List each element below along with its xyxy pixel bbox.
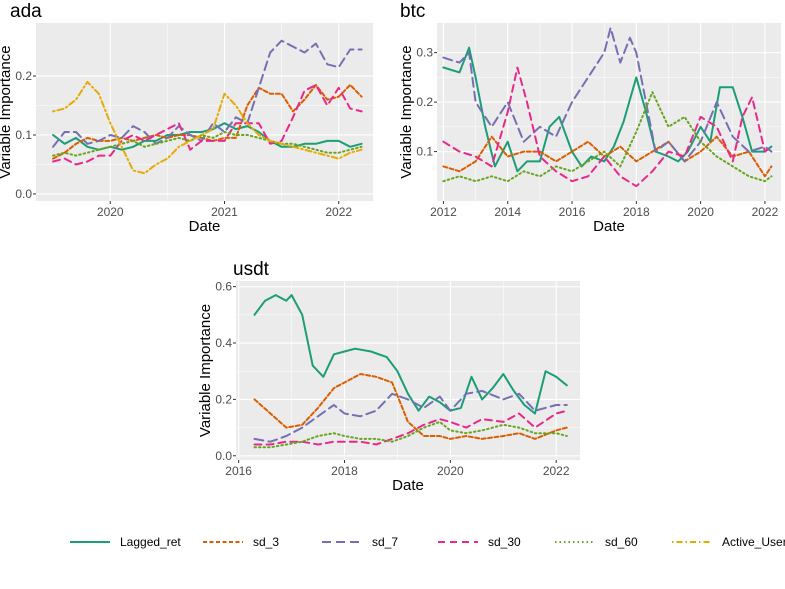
tick-label-x: 2020 bbox=[437, 464, 464, 478]
legend-item-sd-7: sd_7 bbox=[322, 535, 398, 549]
tick-label-x: 2022 bbox=[752, 205, 779, 219]
tick-label-x: 2018 bbox=[331, 464, 358, 478]
legend-item-sd-3: sd_3 bbox=[203, 535, 279, 549]
tick-label-x: 2022 bbox=[325, 205, 352, 219]
tick-label-y: 0.2 bbox=[416, 95, 433, 109]
tick-label-x: 2020 bbox=[687, 205, 714, 219]
tick-label-x: 2012 bbox=[430, 205, 457, 219]
legend-item-lagged-ret: Lagged_ret bbox=[70, 535, 181, 549]
y-axis-title: Variable Importance bbox=[398, 45, 415, 178]
legend-label: sd_60 bbox=[605, 535, 638, 549]
tick-label-y: 0.0 bbox=[15, 187, 32, 201]
series-line-sd-3 bbox=[52, 83, 363, 160]
plot-background bbox=[437, 23, 781, 201]
plot-background bbox=[36, 23, 373, 201]
legend-label: Active_Users bbox=[722, 535, 785, 549]
series-line-sd-60 bbox=[52, 131, 363, 157]
panel-usdt: usdt 2016 2018 2020 2022 0.0 0.2 0.4 0.6 Date Vari… bbox=[197, 259, 580, 494]
tick-label-x: 2016 bbox=[559, 205, 586, 219]
series-line-sd-3 bbox=[253, 373, 568, 440]
tick-label-y: 0.2 bbox=[15, 69, 32, 83]
series-line-active-users bbox=[52, 80, 363, 175]
y-axis-title: Variable Importance bbox=[197, 304, 214, 437]
panel-btc: btc 2012 2014 2016 2018 2020 2022 0.1 0.2 0.3 Date… bbox=[398, 1, 781, 235]
tick-label-x: 2016 bbox=[225, 464, 252, 478]
legend-item-sd-60: sd_60 bbox=[555, 535, 638, 549]
x-axis-title: Date bbox=[189, 218, 221, 235]
tick-label-y: 0.4 bbox=[215, 336, 232, 350]
tick-label-y: 0.2 bbox=[215, 392, 232, 406]
series-line-sd-7 bbox=[442, 26, 773, 163]
tick-label-x: 2014 bbox=[494, 205, 521, 219]
legend-label: sd_3 bbox=[253, 535, 279, 549]
legend-label: sd_7 bbox=[372, 535, 398, 549]
legend-label: sd_30 bbox=[488, 535, 521, 549]
tick-label-y: 0.1 bbox=[15, 128, 32, 142]
y-axis-title: Variable Importance bbox=[0, 45, 14, 178]
series-line-sd-30 bbox=[442, 66, 773, 188]
legend-item-active-users: Active_Users bbox=[672, 535, 785, 549]
tick-label-x: 2022 bbox=[543, 464, 570, 478]
x-axis-title: Date bbox=[392, 477, 424, 494]
x-axis-title: Date bbox=[593, 218, 625, 235]
series-line-sd-7 bbox=[253, 389, 568, 443]
panel-title: ada bbox=[10, 1, 42, 22]
panel-title: btc bbox=[400, 1, 425, 22]
panel-ada: ada 2020 2021 2022 0.0 0.1 0.2 Date Variable Imp… bbox=[0, 1, 373, 235]
legend-label: Lagged_ret bbox=[120, 535, 181, 549]
tick-label-x: 2020 bbox=[97, 205, 124, 219]
series-line-sd-3 bbox=[442, 135, 773, 178]
tick-label-x: 2021 bbox=[211, 205, 238, 219]
series-line-sd-60 bbox=[253, 420, 568, 449]
legend: Lagged_ret sd_3 sd_7 sd_30 sd_60 Active_Users bbox=[70, 535, 785, 549]
legend-item-sd-30: sd_30 bbox=[438, 535, 521, 549]
series-line-sd-60 bbox=[442, 91, 773, 183]
series-line-sd-30 bbox=[253, 409, 568, 446]
tick-label-y: 0.3 bbox=[416, 46, 433, 60]
tick-label-y: 0.6 bbox=[215, 280, 232, 294]
series-line-sd-30 bbox=[52, 83, 363, 166]
tick-label-y: 0.0 bbox=[215, 449, 232, 463]
panel-title: usdt bbox=[233, 259, 270, 280]
plot-background bbox=[236, 281, 580, 460]
tick-label-y: 0.1 bbox=[416, 145, 433, 159]
tick-label-x: 2018 bbox=[623, 205, 650, 219]
